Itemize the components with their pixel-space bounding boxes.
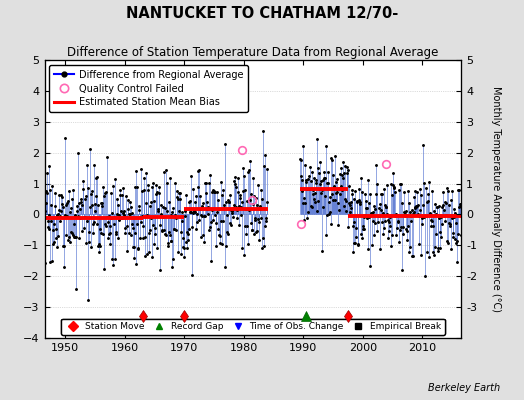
Text: NANTUCKET TO CHATHAM 12/70-: NANTUCKET TO CHATHAM 12/70- [126,6,398,21]
Text: Berkeley Earth: Berkeley Earth [428,383,500,393]
Title: Difference of Station Temperature Data from Regional Average: Difference of Station Temperature Data f… [67,46,439,59]
Y-axis label: Monthly Temperature Anomaly Difference (°C): Monthly Temperature Anomaly Difference (… [491,86,501,312]
Legend: Station Move, Record Gap, Time of Obs. Change, Empirical Break: Station Move, Record Gap, Time of Obs. C… [61,319,445,335]
